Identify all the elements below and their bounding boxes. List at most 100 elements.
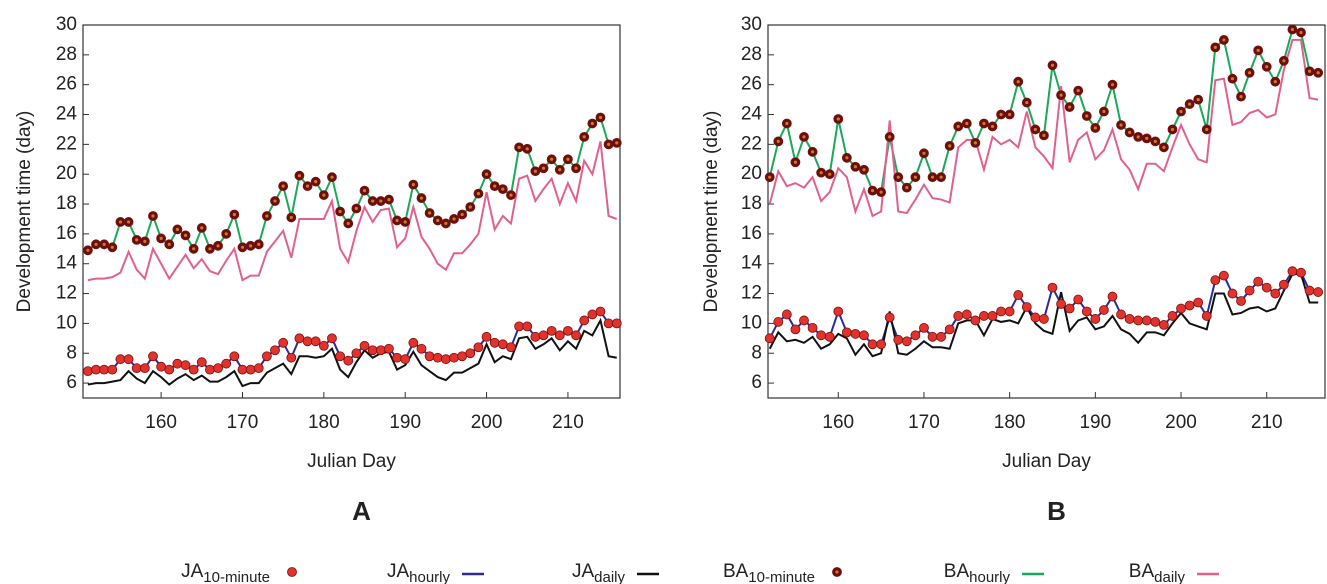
data-point-center bbox=[1110, 83, 1115, 87]
data-point bbox=[563, 325, 573, 336]
data-point-center bbox=[110, 245, 114, 249]
data-point bbox=[603, 318, 614, 329]
data-point bbox=[611, 318, 622, 329]
y-tick-label: 12 bbox=[741, 283, 762, 304]
data-point-center bbox=[870, 189, 875, 193]
data-point bbox=[294, 333, 305, 344]
plot: 6 8 10 12 14 16 18 20 22 24 26 28 30 160 170 180 190 200 2… bbox=[701, 14, 1326, 526]
data-point bbox=[392, 352, 402, 363]
data-point bbox=[253, 363, 264, 374]
data-point-center bbox=[1247, 71, 1252, 75]
x-tick-label: 160 bbox=[822, 412, 854, 433]
data-point bbox=[1133, 315, 1144, 326]
data-point bbox=[164, 364, 175, 375]
data-point-center bbox=[379, 199, 383, 203]
y-tick-label: 10 bbox=[741, 312, 762, 333]
data-point bbox=[473, 342, 484, 353]
data-point-center bbox=[476, 191, 481, 196]
data-point-center bbox=[257, 242, 261, 246]
data-point bbox=[449, 352, 459, 363]
data-point-center bbox=[607, 142, 611, 146]
data-point-center bbox=[249, 244, 253, 248]
data-point bbox=[440, 354, 451, 365]
data-point bbox=[188, 364, 199, 375]
data-point bbox=[335, 351, 346, 362]
x-tick-label: 210 bbox=[552, 412, 584, 433]
x-tick-label: 160 bbox=[145, 412, 177, 433]
data-point bbox=[107, 364, 118, 375]
data-point bbox=[123, 354, 134, 365]
data-point-center bbox=[94, 242, 98, 246]
data-point bbox=[384, 343, 394, 354]
data-point-center bbox=[460, 212, 464, 217]
y-tick-label: 24 bbox=[741, 104, 763, 125]
data-point-center bbox=[395, 218, 399, 223]
y-tick-label: 22 bbox=[741, 133, 762, 154]
data-point-center bbox=[354, 206, 358, 211]
data-point-center bbox=[810, 150, 815, 154]
data-point bbox=[1124, 314, 1135, 324]
data-point bbox=[807, 322, 818, 333]
y-axis-label: Development time (day) bbox=[14, 111, 35, 313]
data-point-center bbox=[574, 166, 578, 170]
y-tick-label: 18 bbox=[56, 193, 77, 214]
data-point-center bbox=[836, 117, 840, 121]
data-point-center bbox=[1239, 95, 1243, 99]
data-point bbox=[318, 340, 329, 351]
data-point-center bbox=[853, 165, 858, 169]
data-point-center bbox=[493, 184, 497, 188]
data-point bbox=[790, 324, 801, 335]
data-point bbox=[554, 330, 565, 341]
data-point-center bbox=[1119, 123, 1123, 127]
data-point bbox=[816, 330, 827, 341]
data-point bbox=[245, 364, 256, 375]
data-point-center bbox=[208, 247, 212, 251]
data-point-center bbox=[273, 199, 277, 203]
data-point bbox=[1081, 306, 1092, 317]
data-point-center bbox=[990, 124, 995, 129]
data-point-center bbox=[819, 171, 823, 175]
data-point bbox=[99, 364, 110, 375]
data-point-center bbox=[501, 187, 505, 191]
legend-subscript: daily bbox=[594, 569, 625, 584]
data-point bbox=[1013, 290, 1024, 300]
legend-subscript: 10-minute bbox=[203, 569, 270, 584]
legend-label: JAdaily bbox=[572, 561, 626, 584]
data-point-center bbox=[102, 242, 106, 246]
legend-subscript: 10-minute bbox=[748, 569, 815, 584]
data-point-center bbox=[1016, 80, 1020, 84]
data-point bbox=[367, 345, 378, 356]
legend-name: JA bbox=[387, 561, 410, 582]
data-point-center bbox=[550, 157, 554, 161]
data-point-center bbox=[265, 214, 269, 218]
data-point-center bbox=[1093, 126, 1097, 130]
data-point-center bbox=[879, 190, 883, 194]
data-point-center bbox=[86, 248, 90, 252]
data-point bbox=[156, 361, 167, 372]
data-point bbox=[1030, 312, 1041, 323]
data-point bbox=[538, 330, 549, 341]
legend-label: JA10-minute bbox=[181, 561, 270, 584]
data-point-center bbox=[1307, 69, 1312, 73]
legend-name: JA bbox=[181, 561, 204, 582]
data-point-center bbox=[362, 189, 367, 193]
data-point-center bbox=[338, 209, 342, 214]
data-point-center bbox=[305, 184, 310, 188]
data-point bbox=[416, 343, 427, 354]
data-point bbox=[408, 337, 419, 348]
data-point bbox=[359, 340, 370, 351]
data-point-center bbox=[922, 151, 926, 155]
plot-frame bbox=[767, 24, 1326, 399]
data-point-center bbox=[905, 186, 909, 190]
y-tick-label: 12 bbox=[56, 283, 77, 304]
data-point-center bbox=[1170, 127, 1175, 132]
x-axis-label: Julian Day bbox=[1002, 451, 1091, 472]
x-tick-label: 200 bbox=[471, 412, 503, 433]
data-point-center bbox=[582, 135, 586, 139]
data-point bbox=[1004, 306, 1015, 317]
data-point-center bbox=[436, 218, 440, 223]
legend-name: BA bbox=[723, 561, 749, 582]
data-point-center bbox=[558, 168, 562, 172]
data-point-center bbox=[143, 239, 147, 243]
data-point-center bbox=[1179, 109, 1183, 114]
